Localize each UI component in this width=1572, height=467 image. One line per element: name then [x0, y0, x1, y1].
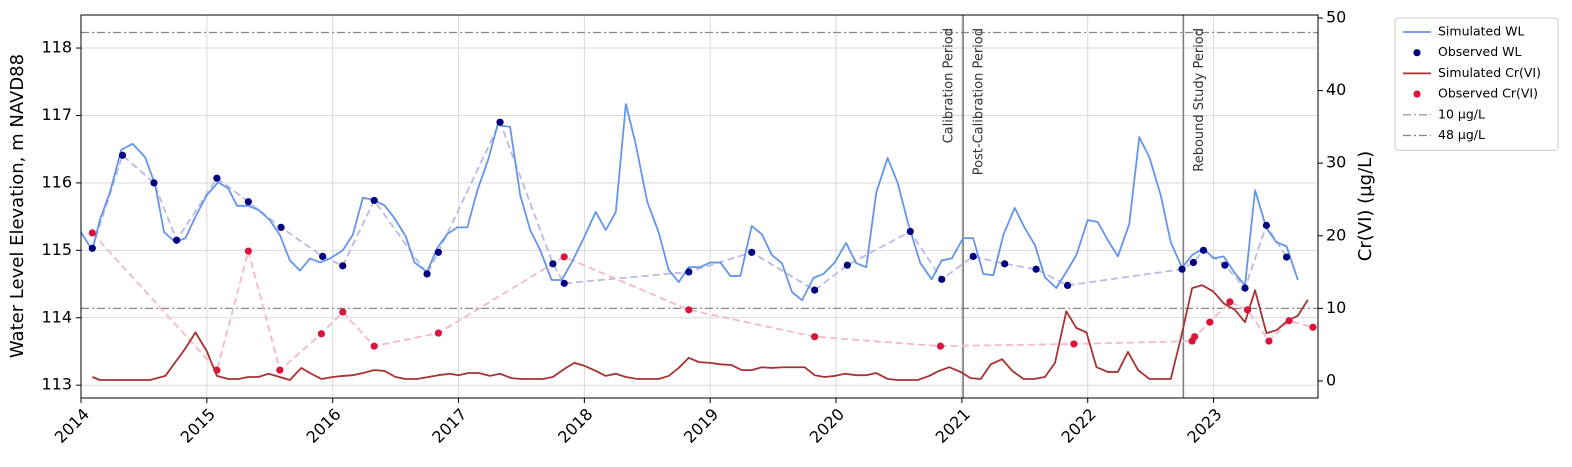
marker: [118, 151, 127, 159]
marker: [1309, 323, 1317, 331]
marker: [1189, 258, 1198, 267]
period-label: Post-Calibration Period: [972, 28, 987, 175]
marker: [1001, 260, 1009, 268]
marker: [434, 329, 442, 337]
y-tick-label: 118: [41, 38, 72, 57]
marker: [1178, 265, 1186, 273]
marker: [370, 196, 378, 205]
marker: [88, 244, 96, 252]
marker: [811, 286, 819, 294]
marker: [1226, 298, 1234, 306]
plot-frame: [80, 14, 1319, 399]
marker: [1285, 317, 1293, 325]
y-axis-label: Water Level Elevation, m NAVD88: [7, 54, 28, 358]
line: [81, 103, 1299, 302]
marker: [811, 333, 819, 341]
marker: [1206, 318, 1214, 326]
marker: [1262, 221, 1271, 229]
marker: [434, 248, 442, 256]
plot-area: [81, 15, 1318, 398]
marker: [1243, 306, 1252, 314]
marker: [1199, 246, 1208, 254]
marker: [560, 253, 568, 261]
marker: [1070, 340, 1078, 348]
period-label: Calibration Period: [942, 28, 957, 143]
marker: [1241, 284, 1249, 292]
y-tick-label: 113: [41, 375, 72, 394]
legend-label: 48 µg/L: [1438, 127, 1485, 142]
legend-label: Simulated WL: [1438, 24, 1524, 39]
marker: [1032, 265, 1040, 273]
marker: [843, 261, 851, 269]
x-tick-label: 2017: [428, 405, 470, 447]
marker: [969, 252, 977, 260]
marker: [213, 366, 221, 374]
marker: [319, 252, 327, 260]
legend-label: Observed Cr(VI): [1438, 86, 1538, 101]
marker: [370, 342, 378, 350]
line: [91, 284, 1309, 381]
marker: [423, 270, 431, 278]
y-tick-label: 115: [41, 240, 72, 259]
connector-line: [91, 232, 1314, 372]
marker: [936, 342, 945, 350]
marker: [560, 279, 568, 287]
marker: [1282, 253, 1291, 261]
marker: [276, 366, 284, 374]
x-tick-label: 2022: [1057, 405, 1099, 447]
y-tick-label: 114: [41, 307, 72, 326]
legend-label: 10 µg/L: [1438, 106, 1485, 121]
x-tick-label: 2016: [302, 405, 344, 447]
marker: [1063, 281, 1072, 289]
marker: [496, 118, 504, 126]
connector-line: [91, 119, 1288, 292]
legend-label: Observed WL: [1438, 44, 1521, 59]
y2-tick-label: 20: [1326, 225, 1346, 244]
period-label: Rebound Study Period: [1192, 28, 1207, 172]
marker: [244, 198, 252, 206]
marker: [213, 174, 221, 182]
x-tick-label: 2015: [177, 405, 219, 447]
x-tick-label: 2020: [806, 405, 848, 447]
marker: [1265, 337, 1273, 345]
legend-swatch: [1413, 49, 1421, 57]
legend-label: Simulated Cr(VI): [1438, 65, 1541, 80]
marker: [748, 248, 756, 256]
legend-swatch: [1413, 90, 1421, 98]
marker: [339, 308, 347, 316]
y-tick-label: 117: [41, 105, 72, 124]
y2-tick-label: 50: [1326, 7, 1346, 26]
marker: [88, 229, 96, 237]
legend: Simulated WL Observed WL Simulated Cr(VI) O…: [1394, 17, 1559, 151]
y2-tick-label: 40: [1326, 80, 1346, 99]
y2-tick-label: 0: [1326, 371, 1336, 390]
marker: [685, 306, 693, 314]
marker: [277, 223, 285, 232]
marker: [549, 260, 557, 268]
y2-tick-label: 30: [1326, 153, 1346, 172]
x-tick-label: 2021: [932, 405, 974, 447]
marker: [150, 179, 158, 187]
marker: [906, 227, 914, 236]
y2-axis-label: Cr(VI) (µg/L): [1355, 151, 1376, 261]
x-tick-label: 2018: [554, 405, 596, 447]
marker: [685, 268, 693, 276]
marker: [1221, 261, 1229, 269]
legend-box: [1394, 17, 1559, 151]
marker: [1191, 333, 1199, 341]
marker: [173, 236, 181, 244]
marker: [244, 247, 252, 255]
marker: [339, 262, 347, 270]
marker: [317, 330, 325, 338]
y-tick-label: 116: [41, 172, 72, 191]
x-tick-label: 2023: [1183, 405, 1225, 447]
x-tick-label: 2014: [51, 405, 93, 447]
marker: [938, 275, 946, 283]
x-tick-label: 2019: [680, 405, 722, 447]
y2-tick-label: 10: [1326, 298, 1346, 317]
